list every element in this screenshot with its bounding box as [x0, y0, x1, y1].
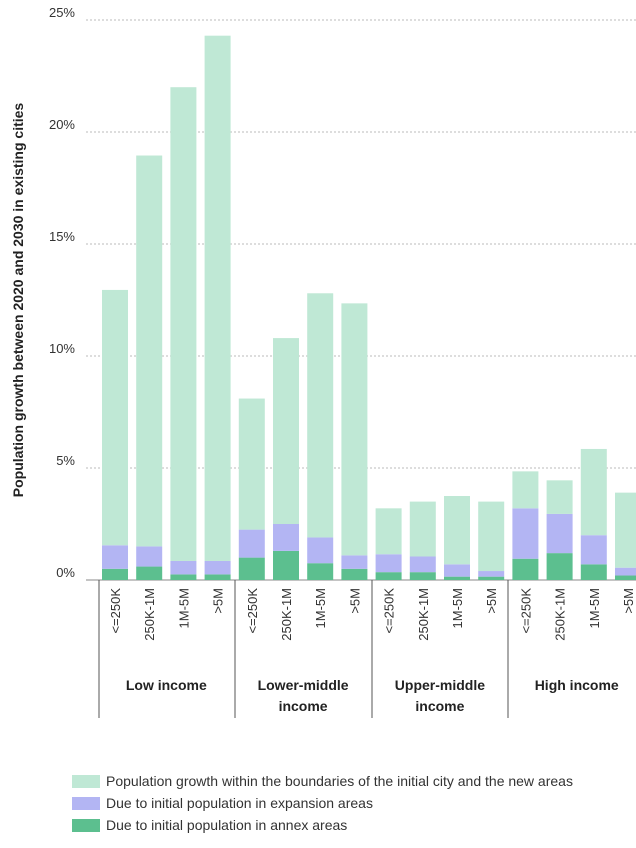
- y-axis-ticks: 0% 5% 10% 15% 20% 25%: [49, 5, 75, 580]
- y-tick-label: 15%: [49, 229, 75, 244]
- bar-segment-series-2-bar-14: [580, 448, 607, 536]
- bar-segment-series-1-bar-0: [102, 545, 128, 569]
- bar-segment-series-2-bar-9: [409, 501, 436, 557]
- legend: Population growth within the boundaries …: [72, 770, 573, 836]
- y-axis-label: Population growth between 2020 and 2030 …: [10, 103, 26, 498]
- bar-segment-series-1-bar-2: [170, 560, 197, 575]
- y-tick-label: 20%: [49, 117, 75, 132]
- bar-segment-series-1-bar-1: [136, 546, 163, 567]
- x-category-label: <=250K: [518, 588, 533, 634]
- y-tick-label: 10%: [49, 341, 75, 356]
- y-tick-label: 25%: [49, 5, 75, 20]
- bar-segment-series-0-bar-5: [273, 550, 299, 580]
- bar-segment-series-0-bar-12: [512, 558, 539, 580]
- bar-segment-series-0-bar-1: [136, 566, 163, 580]
- bar-segment-series-2-bar-8: [375, 508, 402, 555]
- bar-segment-series-1-bar-13: [546, 513, 573, 554]
- bar-segment-series-1-bar-5: [273, 524, 299, 551]
- legend-item: Due to initial population in expansion a…: [72, 792, 573, 814]
- x-category-label: <=250K: [382, 588, 397, 634]
- y-tick-label: 0%: [56, 565, 75, 580]
- x-category-label: 250K-1M: [416, 588, 431, 641]
- bar-segment-series-1-bar-15: [615, 567, 636, 576]
- bar-segment-series-1-bar-6: [307, 537, 334, 564]
- bar-segment-series-2-bar-10: [444, 496, 470, 565]
- legend-item: Due to initial population in annex areas: [72, 814, 573, 836]
- legend-swatch: [72, 818, 100, 832]
- bar-segment-series-1-bar-3: [204, 560, 231, 575]
- bar-segment-series-0-bar-3: [204, 574, 231, 580]
- bar-segment-series-2-bar-5: [273, 338, 299, 524]
- bar-segment-series-2-bar-7: [341, 303, 368, 556]
- group-label: High income: [535, 677, 619, 693]
- x-category-label: 250K-1M: [553, 588, 568, 641]
- legend-label: Due to initial population in annex areas: [106, 817, 348, 833]
- bar-segment-series-1-bar-9: [409, 556, 436, 573]
- bar-segment-series-2-bar-6: [307, 293, 334, 538]
- x-category-label: <=250K: [245, 588, 260, 634]
- bar-segment-series-0-bar-8: [375, 572, 402, 580]
- group-label: Upper-middle income: [395, 677, 485, 714]
- bar-segment-series-2-bar-1: [136, 155, 163, 547]
- bar-segment-series-2-bar-0: [102, 289, 128, 546]
- bar-segment-series-0-bar-11: [478, 576, 505, 580]
- bar-segment-series-0-bar-15: [615, 575, 636, 580]
- x-category-label: 1M-5M: [587, 588, 602, 628]
- bar-segment-series-0-bar-7: [341, 568, 368, 580]
- bar-segment-series-1-bar-10: [444, 564, 470, 577]
- group-label: Low income: [126, 677, 207, 693]
- bar-segment-series-2-bar-11: [478, 501, 505, 572]
- bar-segment-series-0-bar-13: [546, 553, 573, 580]
- x-category-label: >5M: [621, 588, 636, 614]
- bar-segment-series-0-bar-2: [170, 574, 197, 580]
- x-category-label: 250K-1M: [142, 588, 157, 641]
- bar-segment-series-2-bar-13: [546, 480, 573, 514]
- bar-segment-series-0-bar-0: [102, 568, 128, 580]
- bar-segment-series-1-bar-7: [341, 555, 368, 569]
- bar-segment-series-2-bar-2: [170, 87, 197, 561]
- x-category-label: >5M: [484, 588, 499, 614]
- x-category-label: 1M-5M: [313, 588, 328, 628]
- bar-segment-series-0-bar-14: [580, 564, 607, 580]
- bar-segment-series-1-bar-11: [478, 571, 505, 577]
- x-category-label: <=250K: [108, 588, 123, 634]
- legend-swatch: [72, 774, 100, 788]
- x-category-label: 1M-5M: [176, 588, 191, 628]
- legend-label: Population growth within the boundaries …: [106, 773, 573, 789]
- legend-swatch: [72, 796, 100, 810]
- bar-segment-series-1-bar-14: [580, 535, 607, 565]
- group-label: Lower-middle income: [258, 677, 349, 714]
- legend-item: Population growth within the boundaries …: [72, 770, 573, 792]
- bar-segment-series-1-bar-4: [238, 529, 265, 558]
- bars: [102, 35, 636, 580]
- bar-segment-series-0-bar-10: [444, 576, 470, 580]
- x-category-label: 250K-1M: [279, 588, 294, 641]
- bar-segment-series-0-bar-9: [409, 572, 436, 580]
- bar-segment-series-1-bar-12: [512, 508, 539, 559]
- x-axis: <=250K 250K-1M 1M-5M >5M <=250K 250K-1M 1M-5M >…: [98, 580, 636, 718]
- bar-segment-series-2-bar-12: [512, 471, 539, 509]
- bar-segment-series-2-bar-3: [204, 35, 231, 561]
- bar-segment-series-1-bar-8: [375, 554, 402, 573]
- bar-segment-series-0-bar-6: [307, 563, 334, 580]
- y-tick-label: 5%: [56, 453, 75, 468]
- bar-segment-series-0-bar-4: [238, 557, 265, 580]
- x-category-label: 1M-5M: [450, 588, 465, 628]
- bar-segment-series-2-bar-4: [238, 398, 265, 530]
- x-category-label: >5M: [347, 588, 362, 614]
- legend-label: Due to initial population in expansion a…: [106, 795, 373, 811]
- bar-segment-series-2-bar-15: [615, 492, 636, 568]
- x-category-label: >5M: [211, 588, 226, 614]
